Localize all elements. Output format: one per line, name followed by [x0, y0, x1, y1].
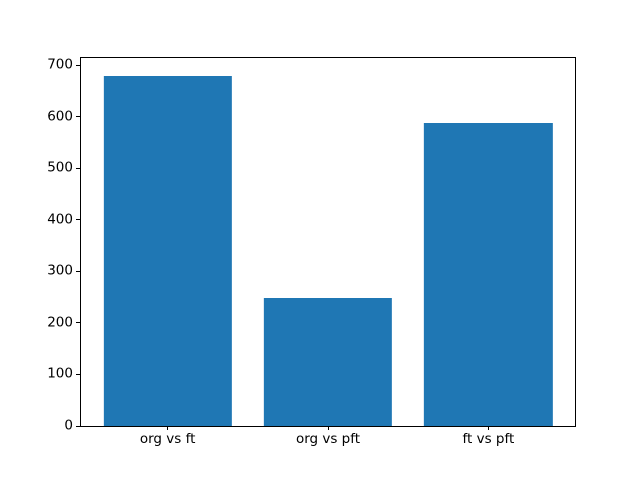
y-tick-label: 600 [47, 108, 73, 124]
y-tick-mark [76, 425, 80, 427]
y-tick-label: 100 [47, 365, 73, 382]
y-tick-mark [76, 219, 80, 221]
y-tick-label: 500 [47, 159, 73, 176]
y-tick-mark [76, 64, 80, 66]
y-tick-mark [76, 116, 80, 118]
x-tick-mark [327, 426, 329, 430]
plot-area: 0 100 200 300 400 500 600 700 org vs ft org vs p… [47, 57, 576, 446]
x-tick-mark [167, 426, 169, 430]
y-tick-label: 200 [47, 314, 73, 331]
y-tick-mark [76, 373, 80, 375]
y-tick-label: 700 [47, 56, 73, 73]
bar-ft-vs-pft [424, 123, 553, 426]
bar-org-vs-pft [263, 298, 393, 426]
y-tick-mark [76, 167, 80, 169]
y-tick-mark [76, 322, 80, 324]
x-tick-label-org-vs-pft: org vs pft [295, 431, 361, 447]
y-tick-label: 400 [47, 211, 73, 228]
bar-org-vs-ft [103, 75, 232, 426]
y-tick-label: 300 [47, 262, 73, 279]
y-tick-mark [76, 270, 80, 272]
x-tick-label-ft-vs-pft: ft vs pft [462, 431, 515, 447]
y-tick-label: 0 [64, 417, 73, 434]
x-tick-mark [487, 426, 489, 430]
x-tick-label-org-vs-ft: org vs ft [139, 431, 196, 447]
